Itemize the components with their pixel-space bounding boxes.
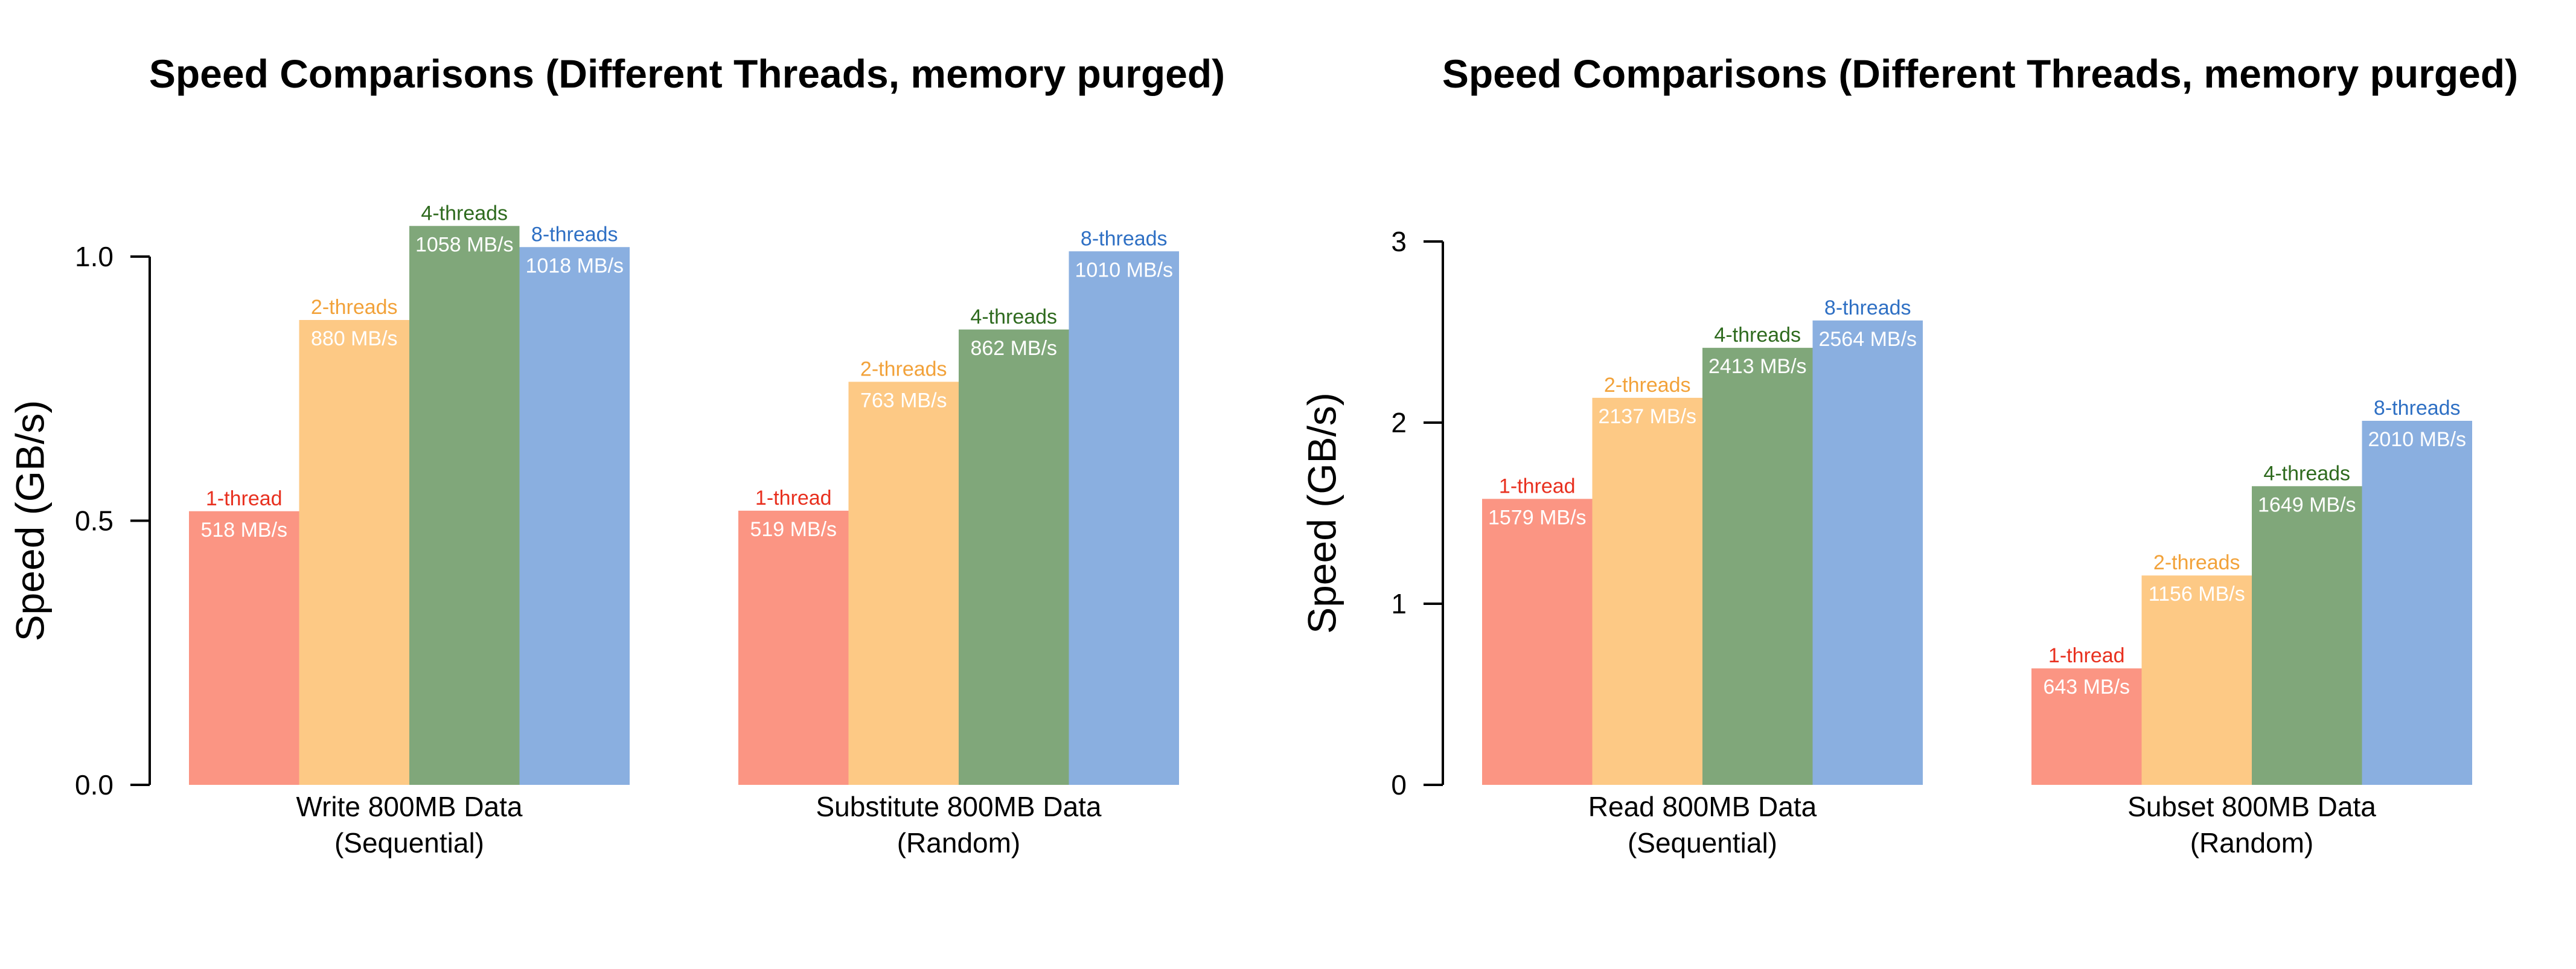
- chart-title-1: Speed Comparisons (Different Threads, me…: [149, 51, 1225, 96]
- bar-value-label-2-1-3: 2413 MB/s: [1708, 355, 1807, 378]
- bar-value-label-2-1-2: 2137 MB/s: [1598, 405, 1696, 428]
- bar-4-threads-2-1: [1702, 348, 1813, 785]
- y-axis-label-1: Speed (GB/s): [7, 400, 52, 642]
- bar-2-threads-2-1: [1592, 397, 1702, 785]
- x-category-label-1-2: Substitute 800MB Data: [816, 791, 1101, 822]
- bar-series-label-1-2-4: 8-threads: [1081, 227, 1168, 250]
- bar-1-thread-1-2: [738, 510, 849, 785]
- y-tick-label-2-0: 0: [1391, 769, 1407, 801]
- chart-title-2: Speed Comparisons (Different Threads, me…: [1442, 51, 2518, 96]
- bar-value-label-1-2-2: 763 MB/s: [860, 389, 947, 412]
- x-category-sublabel-1-2: (Random): [897, 827, 1021, 859]
- x-category-sublabel-1-1: (Sequential): [334, 827, 484, 859]
- bar-series-label-2-2-2: 2-threads: [2153, 551, 2240, 574]
- bar-series-label-2-1-3: 4-threads: [1714, 324, 1801, 347]
- bar-value-label-2-1-4: 2564 MB/s: [1818, 328, 1917, 351]
- x-category-label-2-1: Read 800MB Data: [1588, 791, 1817, 822]
- y-tick-label-1-0: 0.0: [75, 769, 113, 801]
- y-tick-label-2-3: 3: [1391, 226, 1407, 257]
- bar-value-label-1-1-2: 880 MB/s: [311, 327, 398, 350]
- x-category-label-1-1: Write 800MB Data: [296, 791, 523, 822]
- bar-value-label-1-2-1: 519 MB/s: [750, 518, 837, 541]
- bar-series-label-2-2-4: 8-threads: [2374, 397, 2461, 420]
- y-axis-label-2: Speed (GB/s): [1299, 392, 1344, 634]
- bar-series-label-2-1-4: 8-threads: [1824, 296, 1911, 319]
- bar-series-label-2-1-2: 2-threads: [1604, 374, 1691, 397]
- bar-value-label-2-2-1: 643 MB/s: [2043, 676, 2130, 699]
- bar-2-threads-1-2: [848, 382, 959, 785]
- bar-series-label-1-2-1: 1-thread: [755, 487, 832, 510]
- bar-8-threads-1-1: [519, 247, 630, 785]
- y-tick-label-1-2: 1.0: [75, 241, 113, 272]
- bar-4-threads-1-2: [959, 329, 1069, 785]
- bar-4-threads-2-2: [2252, 486, 2362, 785]
- x-category-sublabel-2-1: (Sequential): [1628, 827, 1777, 859]
- bar-series-label-1-1-3: 4-threads: [421, 202, 508, 225]
- x-category-label-2-2: Subset 800MB Data: [2127, 791, 2376, 822]
- bar-value-label-1-2-3: 862 MB/s: [970, 337, 1057, 360]
- x-category-sublabel-2-2: (Random): [2190, 827, 2314, 859]
- bar-value-label-1-2-4: 1010 MB/s: [1075, 258, 1173, 281]
- bar-2-threads-1-1: [299, 320, 409, 785]
- bar-series-label-1-1-4: 8-threads: [531, 223, 618, 246]
- bar-value-label-2-2-4: 2010 MB/s: [2368, 428, 2466, 451]
- bar-8-threads-2-2: [2362, 421, 2472, 785]
- y-tick-label-1-1: 0.5: [75, 505, 113, 537]
- bar-1-thread-2-2: [2031, 668, 2142, 785]
- bar-series-label-2-2-1: 1-thread: [2048, 644, 2125, 667]
- bar-2-threads-2-2: [2141, 575, 2252, 785]
- bar-4-threads-1-1: [409, 226, 520, 785]
- bar-value-label-1-1-4: 1018 MB/s: [525, 254, 624, 277]
- bar-series-label-2-2-3: 4-threads: [2263, 462, 2350, 485]
- bar-value-label-2-1-1: 1579 MB/s: [1488, 506, 1587, 529]
- bar-1-thread-2-1: [1482, 499, 1593, 785]
- bar-series-label-1-2-3: 4-threads: [970, 305, 1057, 328]
- bar-series-label-1-1-2: 2-threads: [311, 296, 398, 319]
- bar-series-label-1-1-1: 1-thread: [206, 487, 283, 510]
- y-tick-label-2-1: 1: [1391, 588, 1407, 619]
- bar-series-label-2-1-1: 1-thread: [1499, 475, 1576, 497]
- y-tick-label-2-2: 2: [1391, 407, 1407, 438]
- bar-1-thread-1-1: [189, 511, 299, 785]
- bar-value-label-1-1-1: 518 MB/s: [200, 519, 287, 542]
- bar-value-label-1-1-3: 1058 MB/s: [415, 233, 514, 256]
- bar-value-label-2-2-3: 1649 MB/s: [2258, 493, 2356, 516]
- bar-series-label-1-2-2: 2-threads: [860, 357, 947, 380]
- bar-8-threads-1-2: [1069, 251, 1179, 785]
- bar-value-label-2-2-2: 1156 MB/s: [2149, 583, 2245, 606]
- bar-8-threads-2-1: [1812, 320, 1923, 785]
